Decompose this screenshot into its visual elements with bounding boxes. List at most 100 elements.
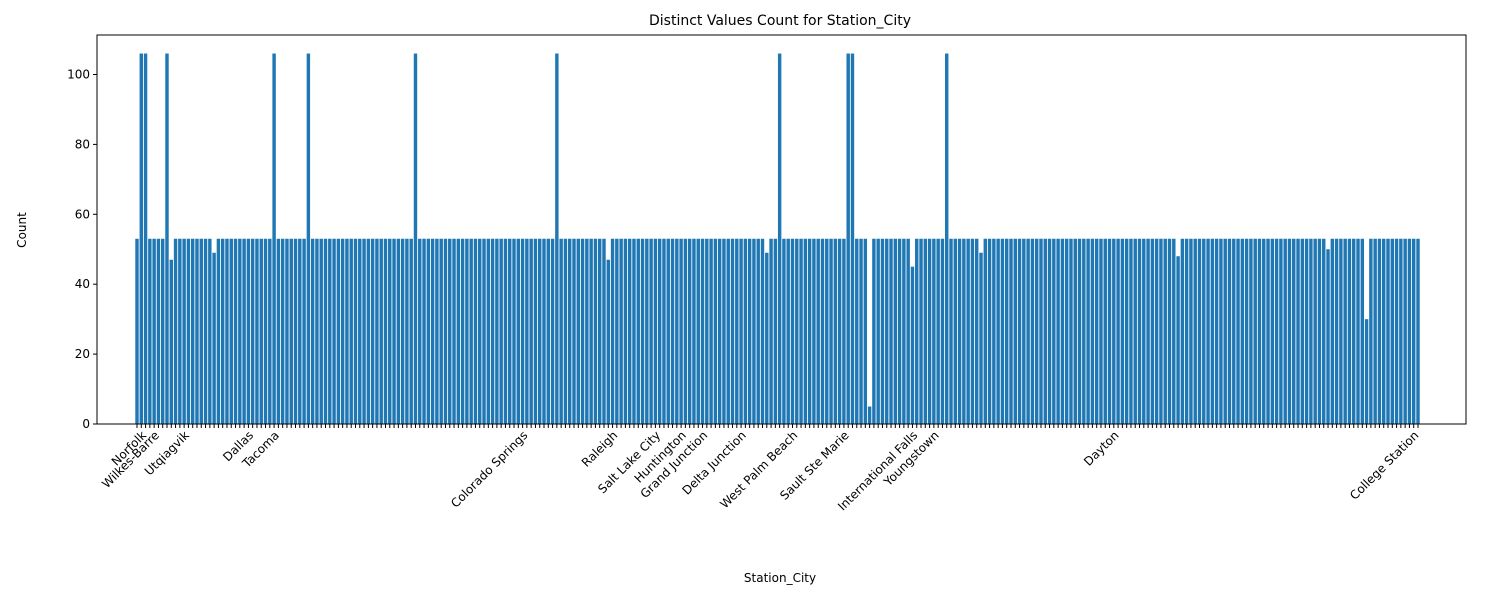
bar	[1214, 238, 1219, 424]
bar	[212, 252, 216, 424]
bar	[1274, 238, 1279, 424]
bar	[1099, 238, 1103, 424]
bar	[1116, 238, 1120, 424]
bar	[859, 238, 863, 424]
bar	[722, 238, 726, 424]
bar	[683, 238, 688, 424]
bar	[773, 238, 778, 424]
bar	[735, 238, 739, 424]
bar	[769, 238, 773, 424]
bar	[829, 238, 833, 424]
bar	[915, 238, 919, 424]
bar	[1309, 238, 1313, 424]
bar	[597, 238, 602, 424]
bar	[906, 238, 910, 424]
x-tick-label: Raleigh	[579, 428, 621, 470]
bar	[1236, 238, 1240, 424]
bar	[559, 238, 563, 424]
bar	[160, 238, 165, 424]
bar	[747, 238, 752, 424]
bar	[945, 53, 949, 425]
bar	[529, 238, 533, 424]
bar	[263, 238, 268, 424]
bar	[687, 238, 692, 424]
bar	[349, 238, 353, 424]
bar	[1412, 238, 1416, 424]
bar	[1347, 238, 1352, 424]
bar	[542, 238, 546, 424]
bar	[576, 238, 580, 424]
y-tick-label: 100	[67, 67, 90, 81]
bar	[332, 238, 336, 424]
bar	[645, 238, 649, 424]
bar	[1159, 238, 1163, 424]
bar	[152, 238, 156, 424]
bar	[786, 238, 790, 424]
bar	[1154, 238, 1159, 424]
bar	[1262, 238, 1266, 424]
bar	[1292, 238, 1296, 424]
bar	[512, 238, 516, 424]
bar	[1360, 238, 1365, 424]
bar	[1232, 238, 1236, 424]
bar	[983, 238, 988, 424]
bar	[186, 238, 191, 424]
bar	[709, 238, 713, 424]
bar	[777, 53, 782, 425]
bar	[220, 238, 225, 424]
bar	[1060, 238, 1065, 424]
bar	[782, 238, 786, 424]
bar	[1047, 238, 1052, 424]
bar	[250, 238, 255, 424]
bar	[936, 238, 940, 424]
bar	[255, 238, 259, 424]
bar	[1142, 238, 1146, 424]
bar	[1326, 249, 1330, 424]
bar	[1004, 238, 1009, 424]
bar	[1017, 238, 1022, 424]
bar	[902, 238, 906, 424]
bar	[375, 238, 379, 424]
bar	[1163, 238, 1167, 424]
bar	[987, 238, 992, 424]
bar	[1064, 238, 1069, 424]
bar	[465, 238, 469, 424]
bar	[765, 252, 769, 424]
bar	[1249, 238, 1253, 424]
bar	[966, 238, 970, 424]
bar	[872, 238, 876, 424]
bar	[1107, 238, 1112, 424]
bar	[353, 238, 358, 424]
bar	[1206, 238, 1210, 424]
bar	[182, 238, 186, 424]
bar	[392, 238, 396, 424]
bar	[876, 238, 880, 424]
bar	[846, 53, 850, 425]
bar	[1407, 238, 1412, 424]
bar	[478, 238, 482, 424]
bar	[272, 53, 276, 425]
bar	[1052, 238, 1056, 424]
y-tick-label: 0	[82, 417, 90, 431]
bar	[1034, 238, 1039, 424]
x-tick-label: College Station	[1347, 428, 1421, 502]
bar	[970, 238, 975, 424]
bar	[649, 238, 653, 424]
bar	[1202, 238, 1206, 424]
bar	[285, 238, 289, 424]
bar	[173, 238, 178, 424]
bar	[1077, 238, 1082, 424]
bar	[366, 238, 371, 424]
bar	[1056, 238, 1060, 424]
bar	[1137, 238, 1142, 424]
bar	[358, 238, 362, 424]
bar	[880, 238, 885, 424]
bar	[156, 238, 161, 424]
bar	[940, 238, 945, 424]
bar	[516, 238, 521, 424]
bar	[1377, 238, 1382, 424]
bar	[216, 238, 221, 424]
bar	[533, 238, 538, 424]
bar	[640, 238, 645, 424]
